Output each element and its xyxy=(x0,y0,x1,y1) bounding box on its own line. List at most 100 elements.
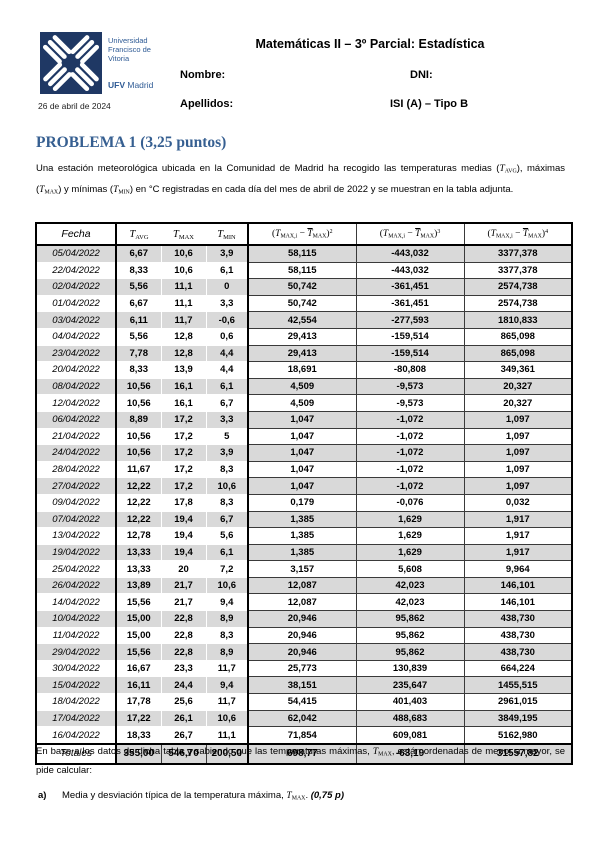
value-cell: 4,4 xyxy=(206,345,249,363)
table-row: 18/04/2022 17,78 25,6 11,7 54,415 401,403 2961… xyxy=(36,693,573,711)
date-cell: 03/04/2022 xyxy=(36,311,117,329)
value-cell: 15,56 xyxy=(116,593,162,612)
table-row: 17/04/2022 17,22 26,1 10,6 62,042 488,683 3849… xyxy=(36,709,573,728)
totals-value-cell: 546,70 xyxy=(161,742,207,765)
table-row: 10/04/2022 15,00 22,8 8,9 20,946 95,862 438,73… xyxy=(36,610,573,628)
temperature-table: Fecha TAVG TMAX TMIN (TMAX,i − TMAX)2 (T… xyxy=(35,222,573,765)
value-cell: 8,33 xyxy=(116,262,162,280)
header-moment2: (TMAX,i − TMAX)2 xyxy=(247,222,357,246)
value-cell: 17,2 xyxy=(161,428,207,446)
university-name-line: Universidad xyxy=(108,36,148,45)
text-segment: T xyxy=(499,164,505,174)
value-cell: 42,554 xyxy=(247,311,357,329)
value-cell: 5,6 xyxy=(206,527,249,545)
value-cell: -1,072 xyxy=(355,477,465,495)
value-cell: 19,4 xyxy=(161,527,207,545)
text-segment: ), máximas ( xyxy=(36,163,565,195)
table-row: 16/04/2022 18,33 26,7 11,1 71,854 609,081 5162… xyxy=(36,726,573,745)
apellidos-label: Apellidos: xyxy=(180,98,234,110)
date-cell: 19/04/2022 xyxy=(36,544,117,562)
text-segment: − xyxy=(297,228,308,239)
exam-group-label: ISI (A) – Tipo B xyxy=(390,98,469,110)
value-cell: 12,8 xyxy=(161,328,207,346)
header-tavg: TAVG xyxy=(116,223,161,246)
value-cell: 5,56 xyxy=(116,328,162,346)
value-cell: 1,047 xyxy=(247,477,357,495)
value-cell: 24,4 xyxy=(161,676,207,695)
value-cell: 1455,515 xyxy=(463,676,573,695)
value-cell: -443,032 xyxy=(355,261,465,280)
text-segment: T xyxy=(129,228,136,240)
text-segment: ) en °C registradas en cada día del mes … xyxy=(129,183,514,195)
table-row: 26/04/2022 13,89 21,7 10,6 12,087 42,023 146,1… xyxy=(36,576,573,595)
problem-heading: PROBLEMA 1 (3,25 puntos) xyxy=(36,134,227,151)
value-cell: 1,097 xyxy=(463,427,573,446)
value-cell: 17,2 xyxy=(161,477,207,495)
text-segment: T xyxy=(286,791,292,801)
value-cell: 1810,833 xyxy=(463,311,573,329)
date-cell: 28/04/2022 xyxy=(36,461,117,479)
value-cell: 11,1 xyxy=(161,295,207,313)
value-cell: 15,56 xyxy=(116,643,162,661)
text-segment: MIN xyxy=(223,233,236,241)
value-cell: 20,327 xyxy=(463,377,573,396)
value-cell: 2961,015 xyxy=(463,693,573,711)
text-segment: MAX,i xyxy=(495,233,513,240)
value-cell: 10,6 xyxy=(206,710,249,728)
table-row: 13/04/2022 12,78 19,4 5,6 1,385 1,629 1,917 xyxy=(36,527,573,545)
text-segment: T xyxy=(113,184,119,195)
value-cell: 4,509 xyxy=(247,394,357,412)
value-cell: 3377,378 xyxy=(463,261,573,280)
value-cell: 9,4 xyxy=(206,676,249,695)
table-row: 22/04/2022 8,33 10,6 6,1 58,115 -443,032 3377,… xyxy=(36,261,573,280)
value-cell: -159,514 xyxy=(355,344,465,363)
header-fecha: Fecha xyxy=(36,223,117,246)
value-cell: 1,097 xyxy=(463,477,573,495)
ufv-logo-icon xyxy=(40,32,102,94)
value-cell: -361,451 xyxy=(355,294,465,313)
table-row: 01/04/2022 6,67 11,1 3,3 50,742 -361,451 2574,… xyxy=(36,294,573,313)
value-cell: 8,3 xyxy=(206,627,249,645)
value-cell: 1,629 xyxy=(355,510,465,529)
table-row: 29/04/2022 15,56 22,8 8,9 20,946 95,862 438,73… xyxy=(36,643,573,661)
text-segment: ( xyxy=(271,228,276,239)
value-cell: 29,413 xyxy=(247,327,357,346)
table-row: 02/04/2022 5,56 11,1 0 50,742 -361,451 2574,73… xyxy=(36,278,573,296)
text-segment: T xyxy=(172,228,179,240)
ufv-brand-bold: UFV xyxy=(108,80,125,90)
date-cell: 11/04/2022 xyxy=(36,627,117,645)
value-cell: 3,3 xyxy=(206,411,249,429)
exam-date: 26 de abril de 2024 xyxy=(38,101,111,111)
totals-value-cell: 31557,82 xyxy=(463,742,573,765)
table-row: 12/04/2022 10,56 16,1 6,7 4,509 -9,573 20,327 xyxy=(36,394,573,412)
university-name: Universidad Francisco de Vitoria xyxy=(108,36,151,63)
text-segment: AVG xyxy=(135,233,149,241)
text-segment: T xyxy=(217,228,224,240)
value-cell: 4,509 xyxy=(247,377,357,396)
question-a-text: Media y desviación típica de la temperat… xyxy=(62,790,344,802)
text-segment: MAX,i xyxy=(388,233,406,240)
value-cell: 17,2 xyxy=(161,411,207,429)
value-cell: 13,33 xyxy=(116,544,162,562)
value-cell: 50,742 xyxy=(247,294,357,313)
totals-row: Totales 355,00 546,70 200,50 698,77 -63,19 315… xyxy=(36,742,573,765)
value-cell: 23,3 xyxy=(161,660,207,678)
value-cell: 609,081 xyxy=(355,726,465,745)
date-cell: 22/04/2022 xyxy=(36,262,117,280)
text-segment: MAX xyxy=(178,233,194,241)
date-cell: 09/04/2022 xyxy=(36,494,117,512)
table-row: 28/04/2022 11,67 17,2 8,3 1,047 -1,072 1,097 xyxy=(36,460,573,479)
text-segment: T xyxy=(39,184,45,195)
value-cell: 6,1 xyxy=(206,262,249,280)
university-name-line: Vitoria xyxy=(108,54,130,63)
value-cell: 488,683 xyxy=(355,709,465,728)
value-cell: 1,385 xyxy=(247,527,357,545)
value-cell: -159,514 xyxy=(355,327,465,346)
table-header-row: Fecha TAVG TMAX TMIN (TMAX,i − TMAX)2 (T… xyxy=(36,222,573,246)
value-cell: 17,2 xyxy=(161,461,207,479)
value-cell: 22,8 xyxy=(161,643,207,661)
value-cell: 5,56 xyxy=(116,278,162,296)
value-cell: 50,742 xyxy=(247,278,357,296)
value-cell: 11,1 xyxy=(206,726,249,745)
value-cell: 95,862 xyxy=(355,610,465,628)
